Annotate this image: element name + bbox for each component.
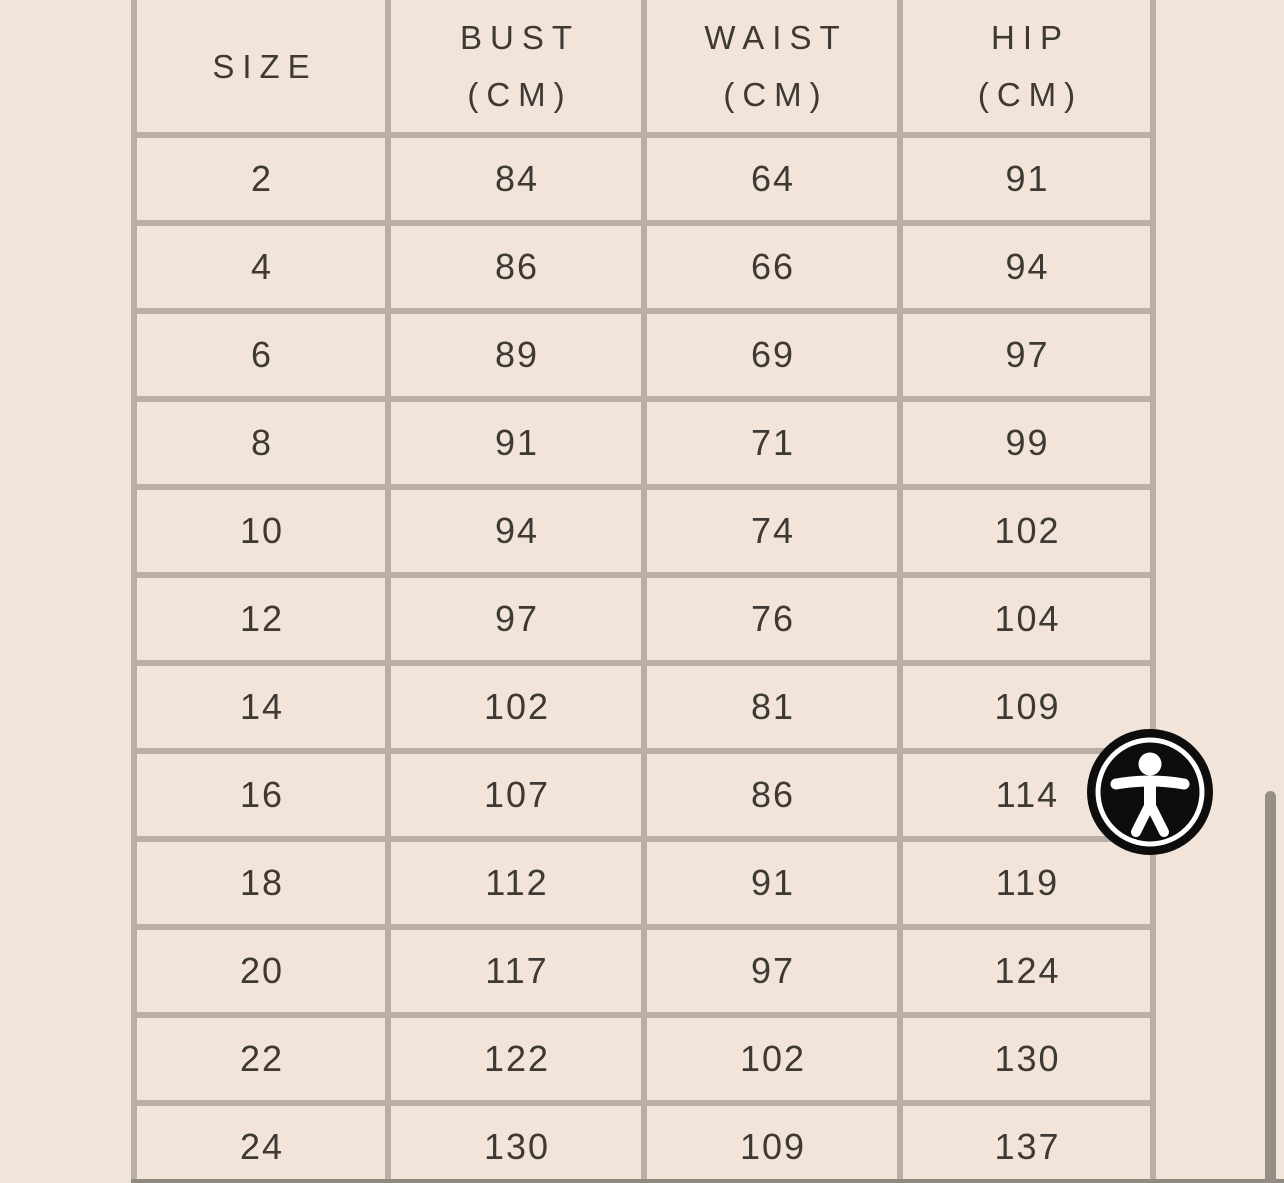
table-row: 18 112 91 119 [131,836,1156,930]
column-header: WAIST (CM) [641,0,903,138]
section-divider [131,1179,1284,1183]
table-cell: 64 [641,132,903,226]
table-cell: 8 [131,396,391,490]
column-header: HIP (CM) [897,0,1156,138]
table-cell: 12 [131,572,391,666]
size-chart-body: 2 84 64 91 4 86 66 94 6 89 69 97 8 91 71 99 10 94 74 102 12 9… [131,132,1156,1183]
table-row: 10 94 74 102 [131,484,1156,578]
table-cell: 10 [131,484,391,578]
table-cell: 117 [385,924,647,1018]
table-cell: 84 [385,132,647,226]
table-cell: 104 [897,572,1156,666]
table-cell: 86 [641,748,903,842]
table-cell: 102 [897,484,1156,578]
table-cell: 20 [131,924,391,1018]
column-header-label: HIP [990,19,1070,56]
column-header-label: SIZE [212,47,318,85]
table-row: 24 130 109 137 [131,1100,1156,1183]
table-cell: 74 [641,484,903,578]
table-cell: 107 [385,748,647,842]
table-row: 20 117 97 124 [131,924,1156,1018]
table-cell: 89 [385,308,647,402]
column-header: SIZE [131,0,391,138]
header-row: SIZE BUST (CM) WAIST (CM) HIP (CM) [131,0,1156,138]
table-cell: 16 [131,748,391,842]
size-chart-table: SIZE BUST (CM) WAIST (CM) HIP (CM) 2 84 64 91 4 86 6… [131,0,1156,1183]
table-cell: 112 [385,836,647,930]
table-cell: 99 [897,396,1156,490]
table-row: 6 89 69 97 [131,308,1156,402]
table-cell: 6 [131,308,391,402]
table-cell: 69 [641,308,903,402]
table-cell: 102 [385,660,647,754]
table-cell: 109 [897,660,1156,754]
table-cell: 109 [641,1100,903,1183]
table-cell: 76 [641,572,903,666]
column-header-unit: (CM) [723,76,829,113]
column-header-label: WAIST [704,19,848,56]
table-cell: 4 [131,220,391,314]
table-row: 8 91 71 99 [131,396,1156,490]
table-row: 14 102 81 109 [131,660,1156,754]
table-row: 4 86 66 94 [131,220,1156,314]
table-cell: 91 [897,132,1156,226]
column-header: BUST (CM) [385,0,647,138]
table-cell: 18 [131,836,391,930]
table-cell: 97 [641,924,903,1018]
table-row: 22 122 102 130 [131,1012,1156,1106]
table-cell: 91 [385,396,647,490]
table-cell: 81 [641,660,903,754]
table-cell: 122 [385,1012,647,1106]
table-cell: 22 [131,1012,391,1106]
table-cell: 137 [897,1100,1156,1183]
table-cell: 97 [385,572,647,666]
column-header-label: BUST [459,19,580,56]
table-cell: 94 [897,220,1156,314]
table-cell: 130 [897,1012,1156,1106]
table-row: 2 84 64 91 [131,132,1156,226]
table-cell: 66 [641,220,903,314]
table-cell: 94 [385,484,647,578]
size-chart-header: SIZE BUST (CM) WAIST (CM) HIP (CM) [131,0,1156,138]
column-header-unit: (CM) [467,76,573,113]
scrollbar-thumb[interactable] [1265,791,1276,1183]
table-cell: 124 [897,924,1156,1018]
table-cell: 24 [131,1100,391,1183]
table-cell: 86 [385,220,647,314]
accessibility-person-icon [1086,728,1214,856]
size-chart-table-container: SIZE BUST (CM) WAIST (CM) HIP (CM) 2 84 64 91 4 86 6… [131,0,1156,1183]
column-header-unit: (CM) [977,76,1084,113]
table-cell: 97 [897,308,1156,402]
accessibility-widget-button[interactable] [1086,728,1214,856]
table-cell: 71 [641,396,903,490]
table-cell: 102 [641,1012,903,1106]
table-cell: 2 [131,132,391,226]
table-cell: 14 [131,660,391,754]
table-cell: 130 [385,1100,647,1183]
table-row: 16 107 86 114 [131,748,1156,842]
table-cell: 119 [897,836,1156,930]
table-row: 12 97 76 104 [131,572,1156,666]
table-cell: 91 [641,836,903,930]
